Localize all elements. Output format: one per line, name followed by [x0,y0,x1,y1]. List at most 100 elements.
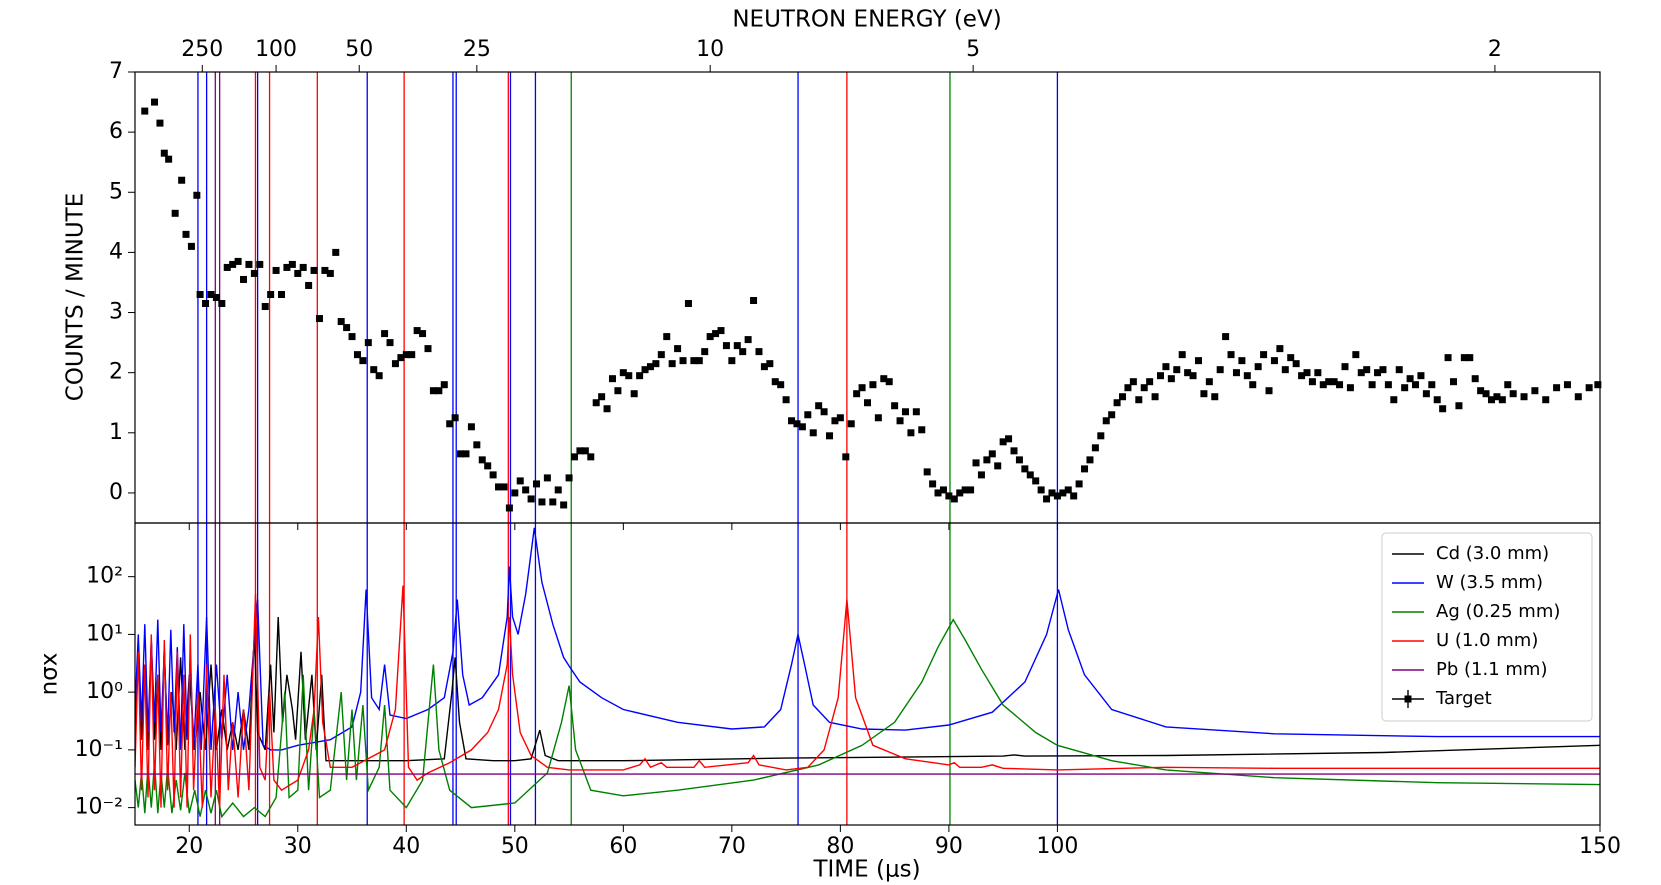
data-point [1124,384,1132,392]
data-point [1200,390,1208,398]
data-point [1021,465,1029,473]
data-point [896,417,904,425]
data-point [156,119,164,127]
x-tick-label: 70 [718,834,746,859]
data-point [278,290,285,298]
data-point [511,489,519,497]
data-point [386,339,394,347]
data-point [923,468,931,476]
data-point [261,303,269,311]
data-point [576,447,584,455]
data-point [256,260,264,268]
data-point [679,357,687,365]
data-point [223,263,231,271]
data-point [766,360,774,368]
x2-tick-label: 250 [181,37,223,62]
data-point [684,300,692,308]
data-point [359,357,367,365]
legend-label: U (1.0 mm) [1436,630,1538,651]
data-point [533,480,541,488]
data-point [934,489,942,497]
data-point [1363,366,1371,374]
data-point [592,399,600,407]
data-point [549,498,557,506]
data-point [1010,447,1018,455]
data-point [836,414,844,422]
data-point [391,360,399,368]
x2-tick-label: 10 [696,37,724,62]
data-point [983,456,991,464]
data-point [1390,396,1398,404]
y-tick-label: 7 [109,59,123,84]
data-point [1444,354,1452,362]
data-point [337,318,345,326]
data-point [1428,381,1436,389]
data-point [782,396,790,404]
legend-label: W (3.5 mm) [1436,572,1543,593]
data-point [1412,381,1420,389]
data-point [820,408,828,416]
data-point [370,366,378,374]
data-point [864,399,871,407]
data-point [165,155,173,163]
data-point [755,348,763,356]
data-point [446,420,454,428]
data-point [212,294,220,301]
data-point [1379,366,1387,374]
series-line [135,618,1600,819]
data-point [587,453,595,461]
y-tick-label: 3 [109,300,123,325]
data-point [560,501,568,509]
data-point [250,269,258,277]
data-point [1254,363,1262,371]
data-point [1531,387,1539,395]
data-point [619,369,627,377]
data-point [1460,354,1468,362]
data-point [1450,378,1457,386]
data-point [1433,396,1441,404]
data-point [424,345,432,353]
y-tick-label: 10⁻² [75,795,123,820]
data-point [1487,396,1495,404]
data-point [1178,351,1186,359]
data-point [874,414,882,422]
data-point [1064,486,1072,494]
y-axis-label: nσx [37,653,63,696]
data-point [950,495,958,503]
data-point [1314,369,1322,377]
y-axis-label: COUNTS / MINUTE [63,193,89,401]
data-point [1075,480,1083,488]
data-point [1157,372,1164,380]
data-point [527,495,535,503]
data-point [1319,381,1327,389]
data-point [1232,369,1240,377]
data-point [636,372,644,380]
data-point [798,423,806,431]
data-point [1439,405,1447,413]
x-tick-label: 80 [826,834,854,859]
data-point [538,498,546,506]
data-point [912,408,920,416]
data-point [1015,456,1023,464]
bottom-frame [134,522,1601,826]
data-point [1292,360,1300,368]
legend-label: Pb (1.1 mm) [1436,659,1547,680]
data-point [218,300,226,308]
data-point [853,390,861,398]
data-point [516,477,524,485]
data-point [187,242,195,250]
data-point [196,290,204,298]
x-tick-label: 100 [1036,834,1078,859]
data-point [999,438,1007,446]
data-point [229,260,237,268]
data-point [630,390,638,398]
data-point [484,462,492,470]
legend-swatch [1404,695,1412,703]
data-point [1574,393,1582,401]
data-point [777,381,785,389]
data-point [1059,489,1067,497]
data-point [701,348,709,356]
data-point [522,486,530,494]
data-point [473,441,481,449]
